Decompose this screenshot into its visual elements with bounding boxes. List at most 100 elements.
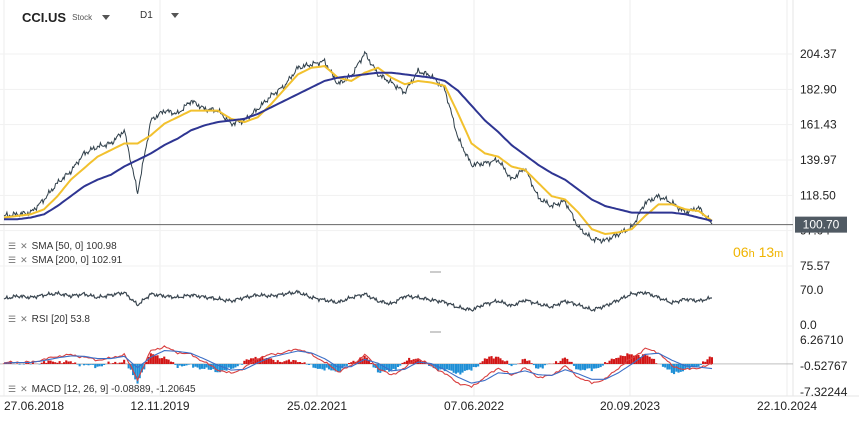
macd-histogram-bar [475, 364, 477, 367]
macd-histogram-bar [150, 353, 152, 364]
macd-histogram-bar [319, 364, 321, 369]
close-icon[interactable]: ✕ [20, 241, 28, 252]
macd-histogram-bar [593, 364, 595, 369]
macd-histogram-bar [613, 359, 615, 364]
macd-histogram-bar [199, 364, 201, 369]
macd-histogram-bar [174, 364, 176, 365]
legend-sma50-label: SMA [50, 0] 100.98 [32, 241, 117, 252]
macd-histogram-bar [192, 364, 194, 368]
macd-histogram-bar [399, 364, 401, 366]
close-icon[interactable]: ✕ [20, 314, 28, 325]
settings-icon[interactable]: ☰ [8, 255, 16, 266]
macd-histogram-bar [459, 364, 461, 375]
macd-histogram-bar [395, 364, 397, 370]
macd-histogram-bar [462, 364, 464, 373]
rsi-tick-label: 0.0 [800, 318, 817, 332]
macd-histogram-bar [201, 364, 203, 369]
macd-histogram-bar [94, 364, 96, 368]
macd-histogram-bar [566, 359, 568, 364]
macd-histogram-bar [370, 363, 372, 364]
macd-histogram-bar [183, 364, 185, 366]
macd-histogram-bar [47, 361, 49, 365]
macd-histogram-bar [580, 364, 582, 370]
legend-rsi[interactable]: ☰ ✕ RSI [20] 53.8 [8, 314, 90, 325]
legend-macd[interactable]: ☰ ✕ MACD [12, 26, 9] -0.08889, -1.20645 [8, 384, 196, 395]
close-icon[interactable]: ✕ [20, 384, 28, 395]
macd-histogram-bar [154, 356, 156, 364]
settings-icon[interactable]: ☰ [8, 384, 16, 395]
close-icon[interactable]: ✕ [20, 255, 28, 266]
macd-histogram-bar [393, 364, 395, 369]
legend-sma200[interactable]: ☰ ✕ SMA [200, 0] 102.91 [8, 255, 122, 266]
macd-histogram-bar [163, 357, 165, 364]
macd-histogram-bar [597, 364, 599, 368]
macd-histogram-bar [179, 364, 181, 366]
macd-histogram-bar [535, 364, 537, 368]
macd-histogram-bar [626, 353, 628, 364]
macd-histogram-bar [79, 364, 81, 366]
macd-histogram-bar [477, 364, 479, 367]
macd-histogram-bar [268, 358, 270, 364]
macd-histogram-bar [602, 364, 604, 366]
price-tick-label: 118.50 [800, 188, 836, 202]
macd-histogram-bar [464, 364, 466, 371]
rsi-line [4, 291, 712, 312]
macd-histogram-bar [502, 360, 504, 364]
countdown-hours: 06 [733, 244, 749, 260]
macd-histogram-bar [281, 362, 283, 364]
macd-histogram-bar [611, 359, 613, 364]
macd-histogram-bar [101, 364, 103, 366]
macd-histogram-bar [568, 362, 570, 364]
macd-histogram-bar [99, 364, 101, 366]
settings-icon[interactable]: ☰ [8, 314, 16, 325]
macd-histogram-bar [564, 358, 566, 364]
macd-histogram-bar [341, 364, 343, 368]
macd-histogram-bar [88, 364, 90, 365]
macd-histogram-bar [230, 364, 232, 369]
macd-histogram-bar [573, 364, 575, 366]
macd-histogram-bar [292, 360, 294, 364]
timeframe-selector[interactable]: D1 [140, 10, 179, 21]
macd-histogram-bar [673, 364, 675, 374]
timeframe-label: D1 [140, 10, 153, 21]
macd-histogram-bar [397, 364, 399, 367]
macd-histogram-bar [702, 361, 704, 364]
macd-histogram-bar [283, 361, 285, 364]
macd-histogram-bar [497, 357, 499, 364]
settings-icon[interactable]: ☰ [8, 241, 16, 252]
macd-histogram-bar [575, 364, 577, 369]
macd-histogram-bar [181, 364, 183, 366]
macd-histogram-bar [321, 364, 323, 369]
macd-histogram-bar [666, 364, 668, 370]
chevron-down-icon [102, 15, 110, 20]
macd-histogram-bar [234, 364, 236, 367]
macd-histogram-bar [165, 359, 167, 364]
macd-histogram-bar [197, 364, 199, 368]
macd-histogram-bar [70, 361, 72, 364]
macd-histogram-bar [646, 356, 648, 365]
macd-histogram-bar [119, 363, 121, 364]
macd-histogram-bar [709, 357, 711, 364]
macd-histogram-bar [159, 358, 161, 364]
macd-histogram-bar [515, 364, 517, 365]
macd-histogram-bar [531, 363, 533, 364]
price-tick-label: 204.37 [800, 47, 837, 61]
macd-histogram-bar [243, 361, 245, 364]
instrument-type: Stock [72, 13, 92, 22]
macd-histogram-bar [326, 364, 328, 368]
macd-histogram-bar [486, 359, 488, 364]
macd-histogram-bar [706, 359, 708, 364]
macd-histogram-bar [123, 360, 125, 364]
macd-histogram-bar [246, 359, 248, 364]
macd-histogram-bar [591, 364, 593, 371]
symbol-selector[interactable]: CCI.US Stock [22, 10, 110, 25]
macd-histogram-bar [404, 362, 406, 364]
macd-histogram-bar [52, 362, 54, 364]
macd-histogram-bar [306, 364, 308, 365]
macd-histogram-bar [457, 364, 459, 373]
legend-sma50[interactable]: ☰ ✕ SMA [50, 0] 100.98 [8, 241, 117, 252]
macd-histogram-bar [114, 362, 116, 364]
macd-histogram-bar [519, 363, 521, 364]
